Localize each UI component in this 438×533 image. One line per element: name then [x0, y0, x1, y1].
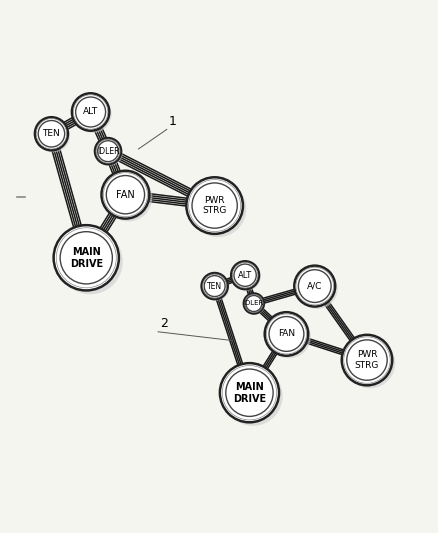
Circle shape — [203, 274, 229, 301]
Text: MAIN
DRIVE: MAIN DRIVE — [233, 382, 266, 403]
Circle shape — [294, 265, 335, 306]
Circle shape — [245, 295, 265, 314]
Circle shape — [345, 338, 395, 389]
Circle shape — [190, 181, 246, 237]
Circle shape — [74, 95, 112, 133]
Circle shape — [37, 119, 70, 152]
Circle shape — [223, 367, 283, 426]
Text: ALT: ALT — [83, 108, 98, 117]
Text: A/C: A/C — [307, 281, 322, 290]
Text: PWR
STRG: PWR STRG — [355, 350, 379, 370]
Circle shape — [102, 171, 149, 219]
Circle shape — [244, 294, 264, 313]
Circle shape — [57, 229, 123, 294]
Text: TEN: TEN — [207, 281, 222, 290]
Text: FAN: FAN — [278, 329, 295, 338]
Text: MAIN
DRIVE: MAIN DRIVE — [70, 247, 103, 269]
Text: FAN: FAN — [116, 190, 135, 200]
Circle shape — [297, 268, 338, 309]
Text: 1: 1 — [169, 115, 177, 128]
Circle shape — [201, 273, 228, 299]
Circle shape — [342, 335, 392, 385]
Text: IDLER: IDLER — [97, 147, 119, 156]
Text: PWR
STRG: PWR STRG — [202, 196, 227, 215]
Text: ALT: ALT — [238, 271, 252, 280]
Text: 2: 2 — [160, 318, 168, 330]
Circle shape — [72, 93, 110, 131]
Text: IDLER: IDLER — [244, 301, 264, 306]
Circle shape — [267, 315, 311, 358]
Circle shape — [104, 174, 152, 222]
Circle shape — [53, 225, 119, 290]
Circle shape — [233, 263, 261, 291]
Circle shape — [95, 138, 121, 164]
Text: TEN: TEN — [42, 130, 60, 138]
Circle shape — [220, 363, 279, 422]
Circle shape — [96, 140, 123, 166]
Circle shape — [35, 117, 68, 150]
Circle shape — [186, 177, 243, 234]
Circle shape — [231, 261, 259, 289]
Circle shape — [265, 312, 308, 356]
